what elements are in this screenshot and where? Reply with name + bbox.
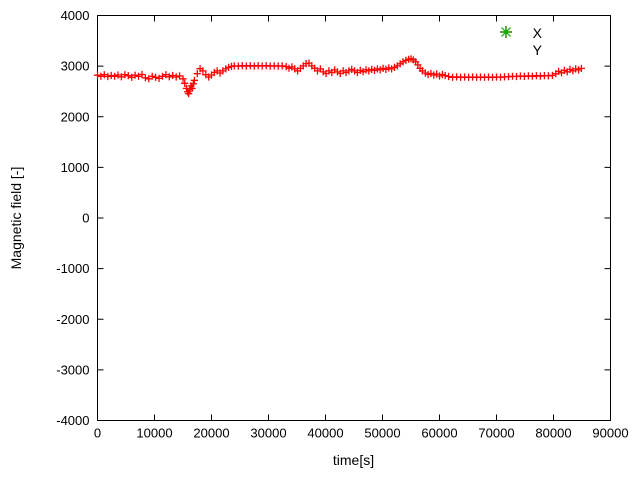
axis-ticks	[97, 15, 611, 421]
y-tick-label: 4000	[61, 8, 90, 23]
y-tick-label: -3000	[56, 362, 89, 377]
y-tick-label: 1000	[61, 160, 90, 175]
series-X-points	[93, 55, 585, 98]
y-axis-label: Magnetic field [-]	[8, 166, 24, 270]
x-tick-label: 90000	[592, 426, 628, 441]
y-tick-label: -2000	[56, 312, 89, 327]
x-tick-label: 0	[94, 426, 101, 441]
star-marker-icon	[500, 26, 512, 38]
tick-labels: 0 10000 20000 30000 40000 50000 60000 70000 8000…	[56, 8, 628, 441]
star-marker-path	[500, 26, 512, 38]
x-tick-label: 70000	[478, 426, 514, 441]
x-tick-label: 80000	[535, 426, 571, 441]
legend-label-x: X	[532, 24, 542, 41]
x-tick-label: 10000	[136, 426, 172, 441]
x-axis-label: time[s]	[332, 452, 375, 468]
x-tick-label: 20000	[193, 426, 229, 441]
y-tick-label: 2000	[61, 109, 90, 124]
y-tick-label: 0	[82, 211, 89, 226]
legend: X Y	[498, 24, 550, 58]
y-tick-label: -4000	[56, 413, 89, 428]
y-tick-label: -1000	[56, 261, 89, 276]
x-tick-label: 30000	[250, 426, 286, 441]
x-tick-label: 40000	[307, 426, 343, 441]
legend-label-y: Y	[532, 41, 542, 58]
legend-item-y: Y	[498, 26, 550, 58]
x-tick-label: 50000	[364, 426, 400, 441]
x-tick-label: 60000	[421, 426, 457, 441]
y-tick-label: 3000	[61, 59, 90, 74]
